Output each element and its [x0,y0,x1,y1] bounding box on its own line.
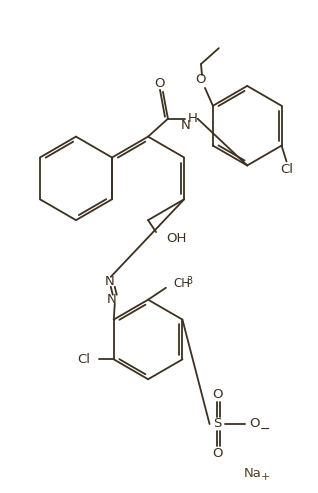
Text: N: N [181,119,190,132]
Text: O: O [155,77,165,90]
Text: O: O [212,447,223,460]
Text: Cl: Cl [280,163,293,176]
Text: N: N [107,293,117,306]
Text: Na: Na [244,467,262,480]
Text: O: O [249,418,259,430]
Text: Cl: Cl [77,353,90,366]
Text: +: + [260,472,270,482]
Text: S: S [213,418,222,430]
Text: O: O [196,73,206,86]
Text: H: H [188,112,198,125]
Text: CH: CH [174,277,191,290]
Text: 3: 3 [187,276,193,286]
Text: O: O [212,387,223,401]
Text: OH: OH [166,232,186,245]
Text: N: N [105,275,115,288]
Text: −: − [260,423,270,435]
